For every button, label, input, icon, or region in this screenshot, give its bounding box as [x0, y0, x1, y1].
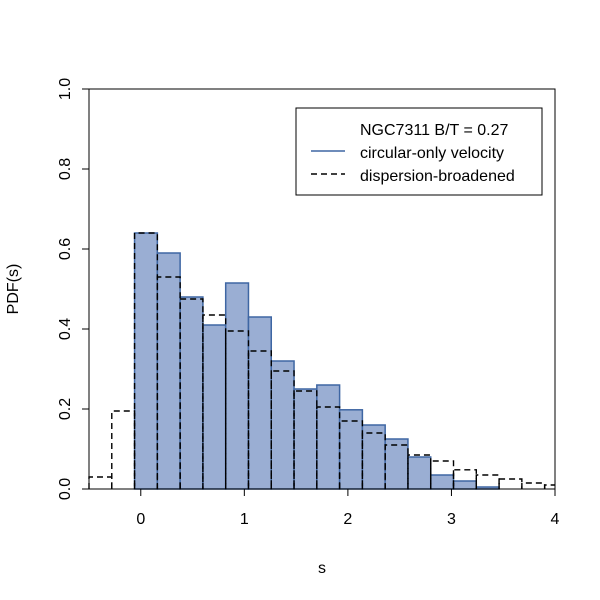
- histogram-bar: [270, 360, 295, 490]
- dispersion-step: [407, 454, 432, 489]
- legend-title: NGC7311 B/T = 0.27: [360, 122, 508, 139]
- y-axis: 0.0 0.2 0.4 0.6 0.8 1.0: [57, 78, 90, 500]
- x-axis: 0 1 2 3 4: [136, 488, 560, 528]
- dispersion-broadened-series: [88, 232, 555, 489]
- y-tick-label: 1.0: [57, 78, 74, 100]
- histogram-bar: [156, 252, 181, 490]
- histogram-bar: [224, 282, 250, 490]
- dispersion-step: [179, 298, 204, 489]
- histogram-bar: [179, 296, 204, 490]
- histogram-bar: [452, 480, 478, 490]
- y-tick-label: 0.6: [57, 238, 74, 260]
- dispersion-step: [384, 444, 409, 489]
- y-axis-label: PDF(s): [5, 264, 22, 315]
- x-tick-label: 3: [447, 511, 456, 528]
- dispersion-step: [498, 478, 523, 489]
- dispersion-step: [111, 410, 136, 489]
- x-tick-label: 0: [136, 511, 145, 528]
- dispersion-step: [543, 484, 555, 489]
- histogram-bar: [293, 388, 318, 490]
- x-axis-label: s: [318, 560, 326, 577]
- y-tick-label: 0.0: [57, 478, 74, 500]
- dispersion-step: [202, 314, 227, 489]
- x-tick-label: 2: [343, 511, 352, 528]
- histogram-bar: [133, 232, 159, 490]
- histogram-bar: [202, 324, 227, 490]
- dispersion-step: [521, 482, 546, 489]
- legend: NGC7311 B/T = 0.27 circular-only velocit…: [295, 107, 543, 196]
- histogram-bar: [407, 456, 432, 490]
- histogram-bar: [384, 438, 409, 490]
- x-tick-label: 4: [551, 511, 560, 528]
- dispersion-step: [452, 469, 477, 489]
- y-tick-label: 0.2: [57, 398, 74, 420]
- legend-label-dispersion: dispersion-broadened: [360, 168, 515, 185]
- y-tick-label: 0.8: [57, 158, 74, 180]
- histogram-bar: [247, 316, 273, 490]
- histogram-bar: [316, 384, 341, 490]
- y-tick-label: 0.4: [57, 318, 74, 340]
- dispersion-step: [88, 476, 113, 489]
- legend-label-circular: circular-only velocity: [360, 145, 504, 162]
- histogram-bar: [429, 474, 455, 490]
- dispersion-step: [475, 474, 500, 489]
- histogram-bar: [361, 424, 386, 490]
- x-tick-label: 1: [240, 511, 249, 528]
